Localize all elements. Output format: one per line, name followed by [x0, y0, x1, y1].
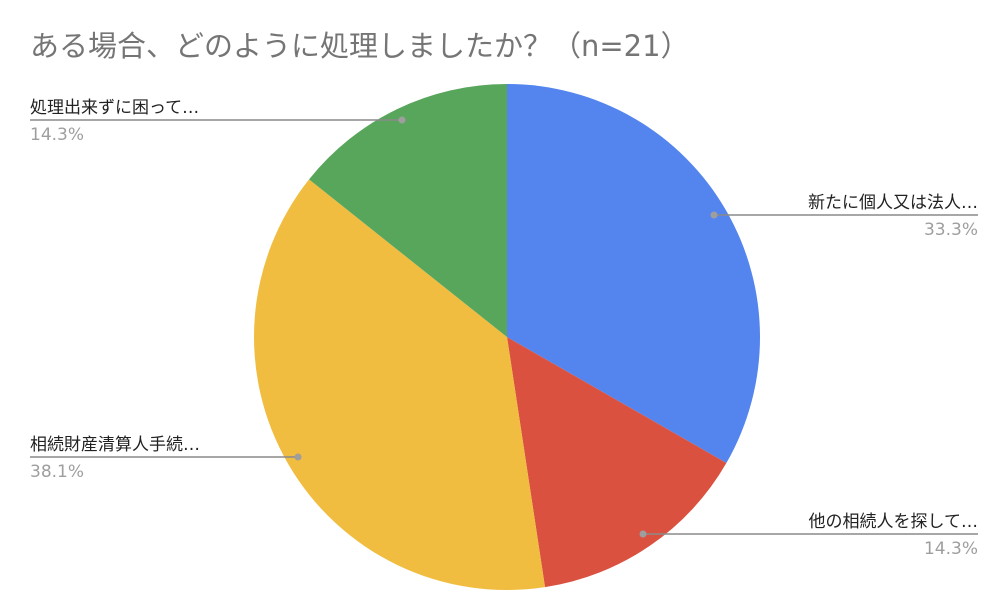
pie-slice[interactable] — [507, 337, 727, 588]
slice-value-label: 38.1% — [30, 462, 84, 482]
slice-label: 他の相続人を探して… — [809, 512, 979, 532]
pie-slice[interactable] — [309, 84, 507, 337]
leader-dot — [294, 453, 302, 461]
pie-slice[interactable] — [253, 179, 546, 590]
pie-slice[interactable] — [507, 84, 760, 464]
leader-dot — [398, 116, 406, 124]
slice-label: 新たに個人又は法人… — [808, 193, 978, 213]
chart-title: ある場合、どのように処理しましたか？（n=21） — [30, 29, 690, 63]
slice-label: 処理出来ずに困って… — [30, 98, 199, 118]
slice-value-label: 14.3% — [924, 539, 978, 559]
slice-value-label: 33.3% — [924, 220, 978, 240]
slice-value-label: 14.3% — [30, 125, 84, 145]
slice-label: 相続財産清算人手続… — [30, 435, 200, 455]
leader-dot — [710, 211, 718, 219]
leader-dot — [639, 530, 647, 538]
